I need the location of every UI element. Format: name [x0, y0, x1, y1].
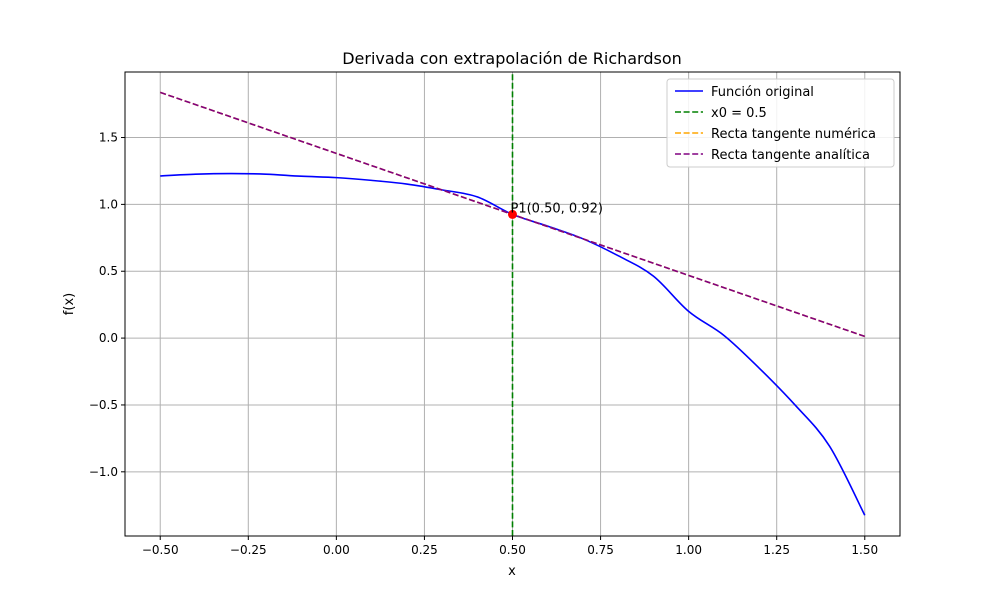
- y-tick-label: 0.0: [99, 331, 118, 345]
- legend-label: Recta tangente analítica: [711, 148, 870, 163]
- x-tick-label: 1.50: [851, 543, 878, 557]
- y-tick-label: −0.5: [89, 398, 118, 412]
- x-tick-label: −0.25: [230, 543, 267, 557]
- legend-label: Recta tangente numérica: [711, 127, 876, 142]
- x-tick-label: 0.25: [411, 543, 438, 557]
- point-marker: [508, 209, 517, 219]
- y-tick-label: 1.0: [99, 197, 118, 211]
- chart-title: Derivada con extrapolación de Richardson: [342, 49, 682, 68]
- ticks: −0.50 −0.25 0.00 0.25 0.50 0.75 1.00 1.25 1.50 −1…: [89, 131, 878, 557]
- plot-area: P1(0.50, 0.92): [159, 72, 866, 536]
- x-tick-label: 0.00: [323, 543, 350, 557]
- y-tick-label: −1.0: [89, 465, 118, 479]
- y-tick-label: 1.5: [99, 131, 118, 145]
- x-tick-label: 1.00: [675, 543, 702, 557]
- x-tick-label: 0.75: [587, 543, 614, 557]
- y-tick-label: 0.5: [99, 264, 118, 278]
- legend-box: [666, 78, 895, 168]
- x-tick-label: 1.25: [763, 543, 790, 557]
- legend: Función original x0 = 0.5 Recta tangente n…: [666, 78, 895, 168]
- legend-label: x0 = 0.5: [711, 106, 767, 121]
- point-label: P1(0.50, 0.92): [511, 201, 603, 216]
- y-axis-label: f(x): [62, 293, 77, 315]
- legend-label: Función original: [711, 85, 814, 100]
- x-axis-label: x: [508, 564, 516, 579]
- x-tick-label: −0.50: [142, 543, 179, 557]
- x-tick-label: 0.50: [499, 543, 526, 557]
